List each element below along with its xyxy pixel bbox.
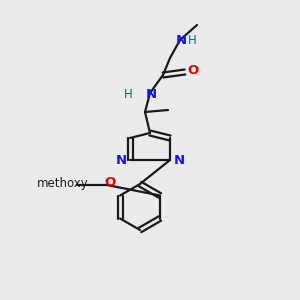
Text: N: N	[176, 34, 187, 47]
Text: N: N	[173, 154, 184, 166]
Text: N: N	[146, 88, 157, 100]
Text: O: O	[104, 176, 116, 188]
Text: methoxy: methoxy	[37, 178, 89, 190]
Text: N: N	[116, 154, 127, 166]
Text: H: H	[124, 88, 132, 100]
Text: H: H	[188, 34, 196, 47]
Text: O: O	[188, 64, 199, 77]
